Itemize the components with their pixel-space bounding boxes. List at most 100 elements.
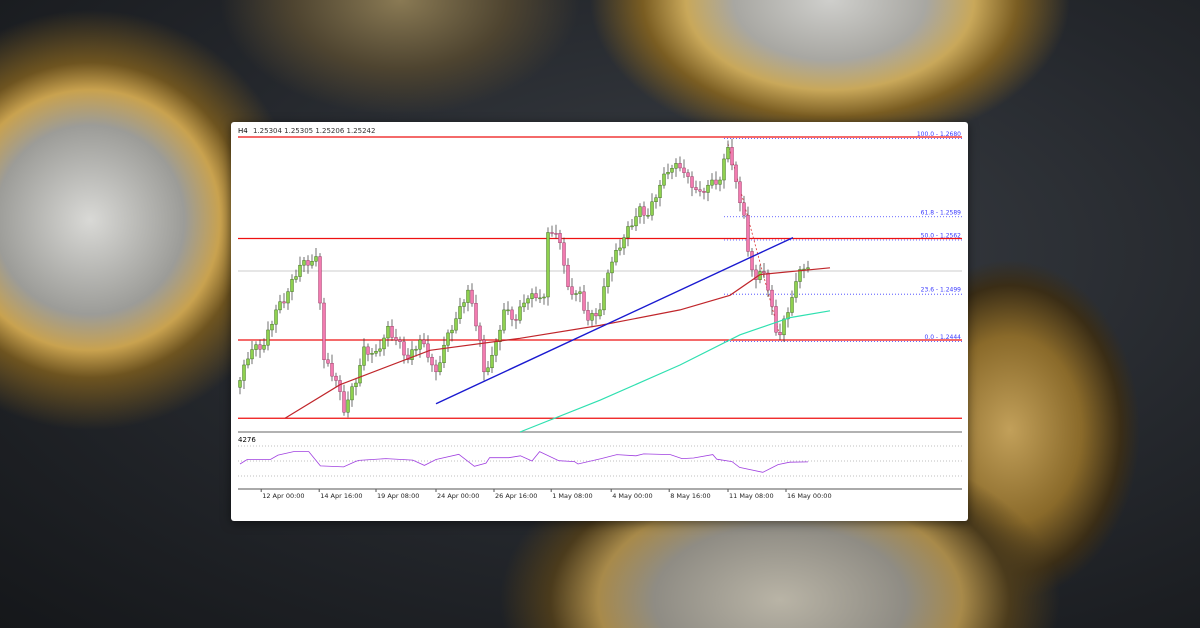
candle-body [574, 293, 578, 295]
candle-body [274, 309, 278, 325]
candle-body [346, 399, 350, 413]
candle-body [714, 179, 718, 185]
x-tick-label: 4 May 00:00 [612, 492, 652, 500]
candle-body [242, 364, 246, 381]
oscillator-group [238, 445, 962, 477]
candle-body [726, 147, 730, 160]
candle-body [246, 358, 250, 366]
candle-body [286, 291, 290, 304]
candle-body [654, 197, 658, 203]
fibonacci-group: 100.0 - 1.2680 61.8 - 1.2589 50.0 - 1.2562… [724, 131, 962, 342]
oscillator-label: 4276 [238, 436, 256, 444]
candle-body [502, 309, 506, 331]
candle-body [682, 167, 686, 173]
candle-body [742, 202, 746, 216]
candle-body [254, 344, 258, 350]
candle-body [486, 367, 490, 373]
candle-body [386, 326, 390, 339]
candle-body [370, 352, 374, 355]
candle-body [430, 357, 434, 366]
candle-body [638, 206, 642, 217]
chart-card [231, 122, 968, 521]
candle-body [670, 168, 674, 173]
candle-body [314, 256, 318, 262]
candle-body [258, 344, 262, 350]
candle-body [294, 276, 298, 280]
candle-body [790, 297, 794, 313]
candle-body [550, 232, 554, 234]
moving-average-red [284, 267, 831, 419]
trendline [435, 236, 794, 405]
candle-body [310, 261, 314, 266]
candle-body [466, 289, 470, 303]
candle-body [470, 289, 474, 304]
candle-body [418, 339, 422, 350]
x-tick-label: 16 May 00:00 [787, 492, 832, 500]
candles-group [238, 138, 810, 418]
candle-body [478, 325, 482, 341]
candle-body [686, 172, 690, 177]
candle-body [650, 201, 654, 216]
candle-body [290, 279, 294, 292]
candle-body [414, 348, 418, 351]
candle-body [394, 337, 398, 341]
fib-level-label: 23.6 - 1.2499 [921, 287, 962, 294]
x-tick-label: 19 Apr 08:00 [377, 492, 419, 500]
fib-level-label: 100.0 - 1.2680 [917, 131, 961, 138]
candle-body [402, 341, 406, 356]
fib-level-label: 61.8 - 1.2589 [921, 209, 962, 216]
candle-body [554, 233, 558, 235]
candle-body [334, 375, 338, 381]
candle-body [586, 310, 590, 321]
candle-body [522, 302, 526, 308]
candle-body [734, 164, 738, 182]
candle-body [558, 233, 562, 244]
candle-body [534, 293, 538, 299]
candle-body [442, 344, 446, 364]
candle-body [238, 380, 242, 388]
candle-body [322, 302, 326, 360]
candle-body [690, 176, 694, 188]
candle-body [578, 291, 582, 294]
candle-body [786, 312, 790, 320]
candle-body [762, 271, 766, 274]
candle-body [622, 237, 626, 249]
candle-body [746, 215, 750, 252]
candle-body [642, 206, 646, 216]
candle-body [530, 293, 534, 299]
candle-body [590, 313, 594, 321]
candle-body [730, 147, 734, 166]
candle-body [750, 251, 754, 271]
candle-body [306, 260, 310, 266]
candle-body [298, 264, 302, 277]
candle-body [610, 261, 614, 274]
candle-body [498, 329, 502, 342]
candle-body [406, 354, 410, 360]
timeframe-label: H4 [238, 127, 248, 135]
candle-body [782, 318, 786, 336]
candle-body [698, 189, 702, 192]
candle-body [318, 256, 322, 304]
levels-group [238, 136, 962, 419]
candle-body [266, 329, 270, 346]
candle-body [270, 324, 274, 331]
candle-body [398, 339, 402, 342]
candle-body [562, 242, 566, 266]
candle-body [330, 363, 334, 377]
candle-body [806, 267, 810, 270]
x-tick-label: 11 May 08:00 [729, 492, 774, 500]
candle-body [582, 291, 586, 311]
x-tick-label: 1 May 08:00 [552, 492, 592, 500]
x-axis-group: 12 Apr 00:00 14 Apr 16:00 19 Apr 08:00 24 A… [260, 489, 832, 500]
candle-body [506, 309, 510, 312]
candle-body [754, 269, 758, 280]
x-tick-label: 24 Apr 00:00 [437, 492, 479, 500]
candle-body [374, 350, 378, 354]
candle-body [678, 163, 682, 169]
candle-body [630, 225, 634, 228]
candle-body [482, 339, 486, 373]
candle-body [326, 359, 330, 364]
candle-body [382, 337, 386, 350]
candle-body [262, 344, 266, 350]
candle-body [526, 298, 530, 304]
